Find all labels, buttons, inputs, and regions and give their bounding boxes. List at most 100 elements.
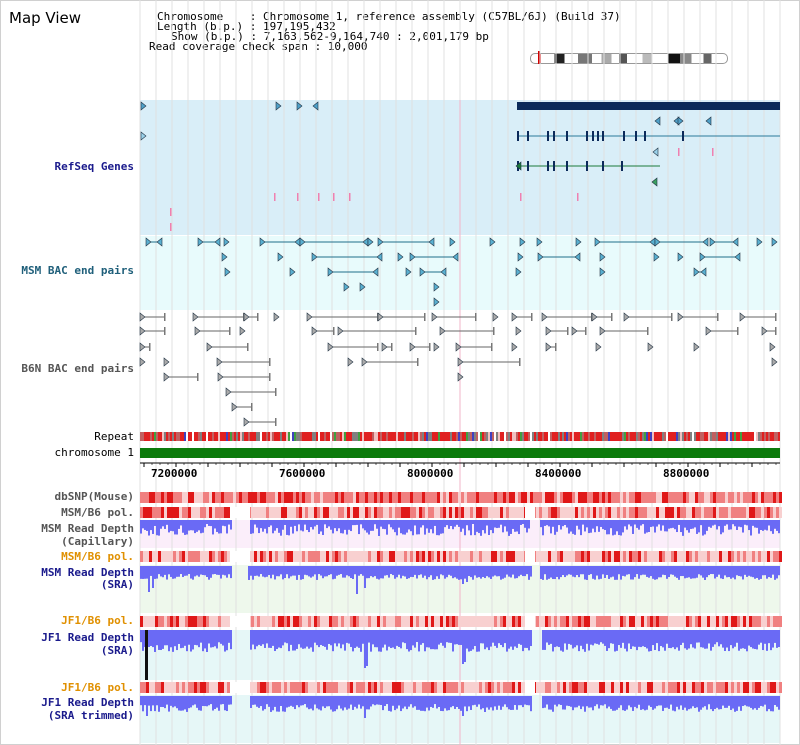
chromosome-ideogram[interactable] [530, 51, 728, 64]
depth-bar [736, 566, 738, 576]
polymorphism-cell [350, 507, 353, 518]
depth-bar [468, 566, 470, 577]
polymorphism-cell [212, 551, 215, 562]
repeat-element [318, 432, 320, 441]
bac-end [269, 373, 271, 381]
repeat-element [534, 432, 536, 441]
repeat-element [752, 432, 754, 441]
repeat-element [354, 432, 356, 441]
polymorphism-cell [344, 616, 347, 627]
polymorphism-cell [299, 507, 302, 518]
depth-bar [554, 566, 556, 580]
polymorphism-cell [224, 682, 227, 693]
polymorphism-cell [440, 616, 443, 627]
repeat-element [294, 432, 296, 441]
polymorphism-cell [140, 507, 143, 518]
repeat-element [274, 432, 276, 441]
repeat-element [712, 432, 714, 441]
track-label-msm-b6-pol-2[interactable]: MSM/B6 pol. [61, 550, 134, 563]
polymorphism-cell [761, 682, 764, 693]
depth-bar [702, 630, 704, 648]
depth-bar [458, 630, 460, 645]
track-label-b6n-bac[interactable]: B6N BAC end pairs [21, 362, 134, 375]
depth-bar [720, 696, 722, 710]
polymorphism-cell [515, 507, 518, 518]
polymorphism-cell [416, 507, 419, 518]
depth-bar [250, 566, 252, 576]
track-label-msm-depth-sra-sub[interactable]: (SRA) [100, 578, 134, 591]
polymorphism-cell [734, 682, 737, 693]
depth-bar [422, 566, 424, 578]
polymorphism-cell [698, 507, 701, 518]
repeat-element [346, 432, 348, 441]
polymorphism-cell [626, 507, 629, 518]
depth-bar [564, 520, 566, 525]
depth-bar [526, 566, 528, 575]
polymorphism-cell [557, 551, 560, 562]
track-label-msm-depth-capillary-sub[interactable]: (Capillary) [61, 535, 134, 548]
depth-bar [746, 696, 748, 707]
depth-bar [258, 566, 260, 577]
track-label-msm-bac[interactable]: MSM BAC end pairs [21, 264, 134, 277]
track-label-jf1-b6-pol-1[interactable]: JF1/B6 pol. [61, 614, 134, 627]
track-label-refseq[interactable]: RefSeq Genes [54, 160, 134, 173]
depth-bar [474, 520, 476, 536]
depth-bar [294, 520, 296, 526]
track-label-jf1-depth-sra[interactable]: JF1 Read Depth [41, 631, 134, 644]
polymorphism-cell [671, 551, 674, 562]
depth-bar [700, 566, 702, 576]
snp-density-cell [761, 492, 764, 503]
polymorphism-cell [485, 507, 488, 518]
polymorphism-cell [539, 551, 542, 562]
depth-bar [764, 520, 766, 530]
snp-density-cell [506, 492, 509, 503]
depth-bar [498, 520, 500, 528]
track-label-dbsnp[interactable]: dbSNP(Mouse) [54, 490, 134, 503]
track-label-jf1-depth-trimmed-sub[interactable]: (SRA trimmed) [47, 709, 134, 722]
repeat-element [344, 432, 346, 441]
polymorphism-cell [746, 616, 749, 627]
polymorphism-cell [683, 682, 686, 693]
repeat-element [498, 432, 500, 441]
depth-bar [466, 520, 468, 526]
depth-bar [390, 520, 392, 528]
repeat-element [482, 432, 484, 441]
depth-bar [616, 520, 618, 532]
polymorphism-cell [278, 682, 281, 693]
depth-bar [446, 520, 448, 526]
depth-bar [210, 696, 212, 705]
snp-density-cell [140, 492, 143, 503]
depth-bar [414, 520, 416, 526]
track-label-msm-depth-sra[interactable]: MSM Read Depth [41, 566, 134, 579]
polymorphism-cell [281, 551, 284, 562]
depth-bar [488, 696, 490, 710]
track-label-msm-depth-capillary[interactable]: MSM Read Depth [41, 522, 134, 535]
snp-density-cell [203, 492, 206, 503]
track-label-jf1-depth-trimmed[interactable]: JF1 Read Depth [41, 696, 134, 709]
polymorphism-cell [743, 682, 746, 693]
depth-bar [302, 630, 304, 649]
depth-bar [472, 520, 474, 525]
bac-end [251, 403, 253, 411]
depth-bar [436, 566, 438, 577]
depth-bar [692, 566, 694, 579]
track-label-jf1-depth-sra-sub[interactable]: (SRA) [100, 644, 134, 657]
depth-bar [182, 566, 184, 578]
track-label-jf1-b6-pol-2[interactable]: JF1/B6 pol. [61, 681, 134, 694]
track-label-repeat[interactable]: Repeat [94, 430, 134, 443]
depth-bar [592, 566, 594, 579]
polymorphism-cell [641, 551, 644, 562]
track-label-chromosome[interactable]: chromosome 1 [54, 446, 134, 459]
polymorphism-cell [551, 507, 554, 518]
depth-bar [476, 566, 478, 578]
repeat-element [766, 432, 768, 441]
depth-bar [706, 630, 708, 649]
polymorphism-cell [752, 682, 755, 693]
depth-bar [588, 630, 590, 651]
depth-bar [488, 520, 490, 535]
repeat-element [166, 432, 168, 441]
snp-density-cell [497, 492, 500, 503]
polymorphism-cell [275, 616, 278, 627]
track-label-msm-b6-pol-1[interactable]: MSM/B6 pol. [61, 506, 134, 519]
